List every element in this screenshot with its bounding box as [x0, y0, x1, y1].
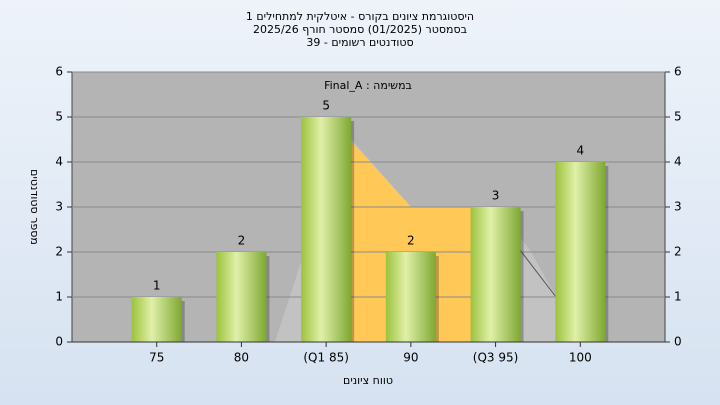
y2-tick-label: 0 — [674, 335, 682, 349]
y-tick-label: 1 — [55, 290, 63, 304]
x-tick-label: (Q1 85) — [303, 351, 349, 365]
value-label: 4 — [576, 144, 584, 158]
y2-tick-label: 3 — [674, 200, 682, 214]
title-line: היסטוגרמת ציונים בקורס - איטלקית למתחילי… — [246, 10, 474, 23]
x-tick-label: 100 — [569, 351, 592, 365]
bar — [385, 252, 436, 342]
y2-tick-label: 2 — [674, 245, 682, 259]
annotation: במשימה : Final_A — [324, 79, 412, 92]
bar — [131, 297, 182, 342]
quartile-area — [352, 142, 471, 342]
title-line: בסמסטר (01/2025) סמסטר חורף 2025/26 — [253, 23, 467, 36]
y-tick-label: 4 — [55, 155, 63, 169]
y-tick-label: 5 — [55, 110, 63, 124]
x-tick-label: 80 — [234, 351, 249, 365]
y-tick-label: 0 — [55, 335, 63, 349]
y-tick-label: 2 — [55, 245, 63, 259]
value-label: 3 — [492, 189, 500, 203]
title-line: סטודנטים רשומים - 39 — [306, 36, 413, 49]
bar — [301, 117, 352, 342]
y2-tick-label: 4 — [674, 155, 682, 169]
value-label: 2 — [238, 234, 246, 248]
y-tick-label: 3 — [55, 200, 63, 214]
y-axis-title: מספר סטודנטים — [28, 169, 41, 245]
bar — [555, 162, 606, 342]
value-label: 5 — [322, 99, 330, 113]
value-label: 1 — [153, 279, 161, 293]
y2-tick-label: 1 — [674, 290, 682, 304]
bar — [470, 207, 521, 342]
value-label: 2 — [407, 234, 415, 248]
y2-tick-label: 5 — [674, 110, 682, 124]
bar — [216, 252, 267, 342]
y-tick-label: 6 — [55, 65, 63, 79]
x-tick-label: 75 — [149, 351, 164, 365]
x-axis-title: טווח ציונים — [343, 374, 393, 387]
y2-tick-label: 6 — [674, 65, 682, 79]
x-tick-label: 90 — [403, 351, 418, 365]
x-tick-label: (Q3 95) — [473, 351, 519, 365]
whisker-line — [519, 249, 557, 298]
